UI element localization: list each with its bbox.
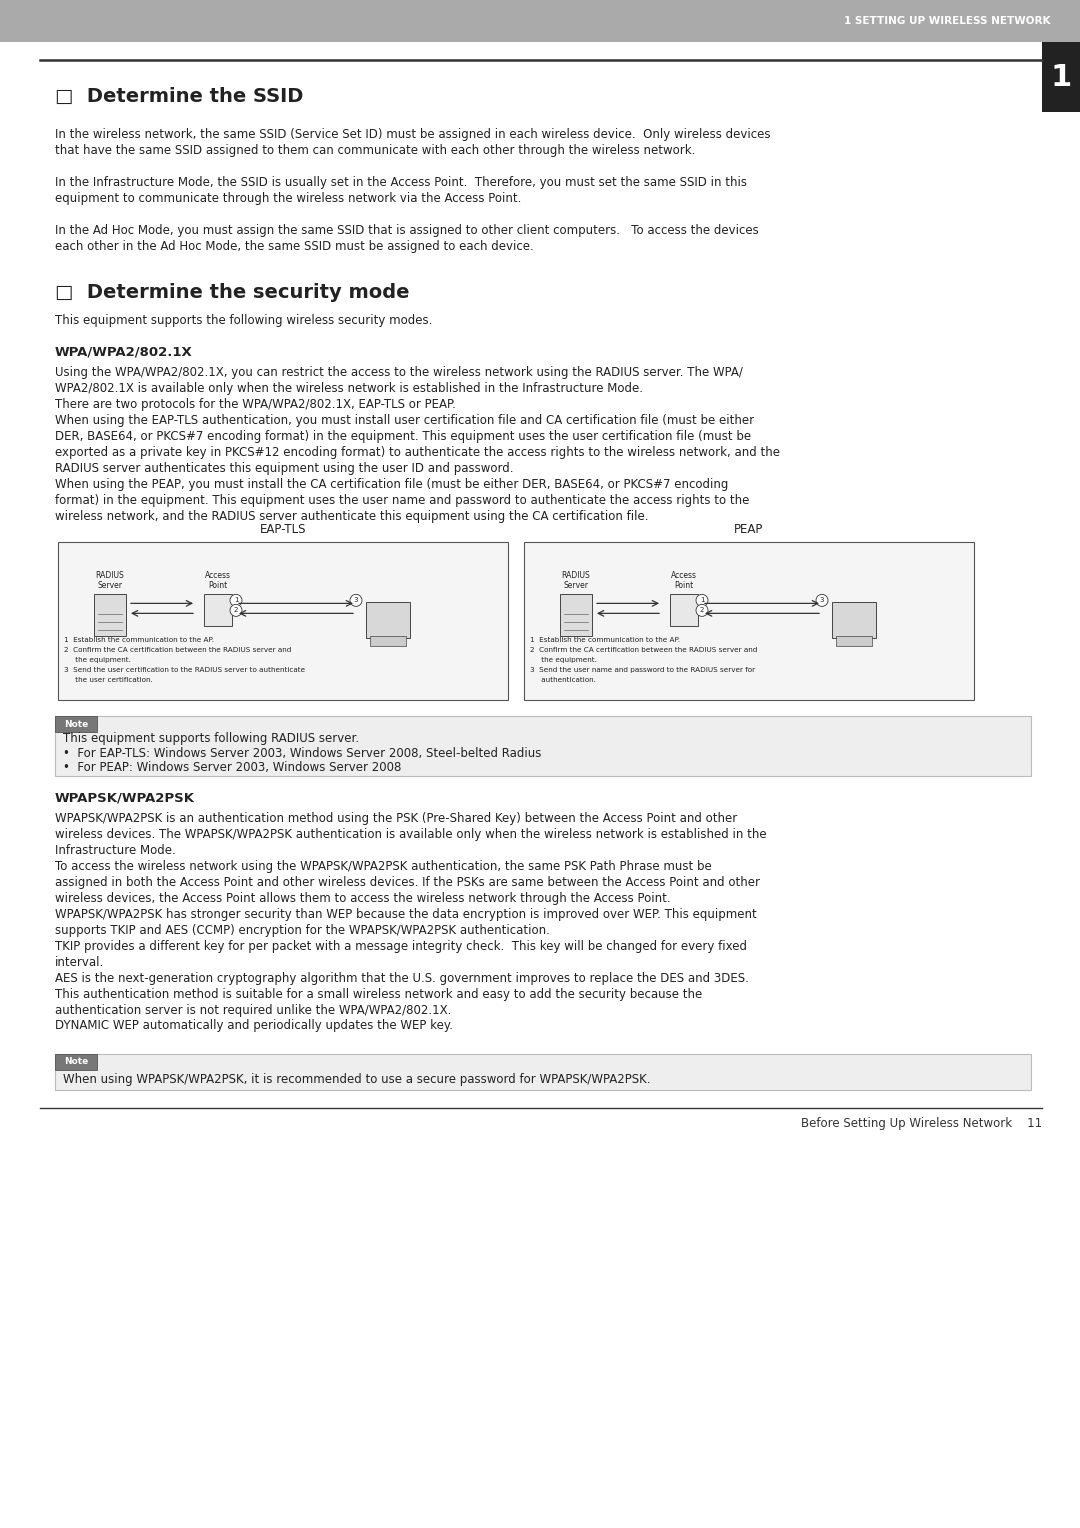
Text: 3: 3 xyxy=(820,597,824,604)
Text: AES is the next-generation cryptography algorithm that the U.S. government impro: AES is the next-generation cryptography … xyxy=(55,972,748,984)
Text: 2: 2 xyxy=(233,607,239,613)
Text: This equipment supports following RADIUS server.: This equipment supports following RADIUS… xyxy=(63,732,360,744)
Text: exported as a private key in PKCS#12 encoding format) to authenticate the access: exported as a private key in PKCS#12 enc… xyxy=(55,446,780,458)
Bar xyxy=(55,1054,97,1070)
Text: •  For EAP-TLS: Windows Server 2003, Windows Server 2008, Steel-belted Radius: • For EAP-TLS: Windows Server 2003, Wind… xyxy=(63,747,541,759)
Text: 3  Send the user name and password to the RADIUS server for: 3 Send the user name and password to the… xyxy=(530,666,755,672)
Text: There are two protocols for the WPA/WPA2/802.1X, EAP-TLS or PEAP.: There are two protocols for the WPA/WPA2… xyxy=(55,397,456,411)
Bar xyxy=(366,602,410,639)
Text: WPAPSK/WPA2PSK is an authentication method using the PSK (Pre-Shared Key) betwee: WPAPSK/WPA2PSK is an authentication meth… xyxy=(55,811,738,825)
Bar xyxy=(204,594,232,626)
Circle shape xyxy=(230,594,242,607)
Text: wireless network, and the RADIUS server authenticate this equipment using the CA: wireless network, and the RADIUS server … xyxy=(55,509,648,523)
Text: RADIUS
Server: RADIUS Server xyxy=(562,571,591,590)
Text: 3: 3 xyxy=(354,597,359,604)
Text: WPA2/802.1X is available only when the wireless network is established in the In: WPA2/802.1X is available only when the w… xyxy=(55,382,643,394)
Text: WPA/WPA2/802.1X: WPA/WPA2/802.1X xyxy=(55,345,192,359)
Circle shape xyxy=(696,594,708,607)
Text: wireless devices. The WPAPSK/WPA2PSK authentication is available only when the w: wireless devices. The WPAPSK/WPA2PSK aut… xyxy=(55,828,767,840)
Bar xyxy=(561,594,592,636)
Text: 1 SETTING UP WIRELESS NETWORK: 1 SETTING UP WIRELESS NETWORK xyxy=(843,15,1050,26)
Text: •  For PEAP: Windows Server 2003, Windows Server 2008: • For PEAP: Windows Server 2003, Windows… xyxy=(63,761,402,773)
Text: authentication server is not required unlike the WPA/WPA2/802.1X.: authentication server is not required un… xyxy=(55,1004,451,1016)
Text: EAP-TLS: EAP-TLS xyxy=(260,523,307,536)
Text: When using WPAPSK/WPA2PSK, it is recommended to use a secure password for WPAPSK: When using WPAPSK/WPA2PSK, it is recomme… xyxy=(63,1074,650,1086)
Bar xyxy=(836,636,872,646)
Text: WPAPSK/WPA2PSK: WPAPSK/WPA2PSK xyxy=(55,792,195,805)
Text: RADIUS
Server: RADIUS Server xyxy=(96,571,124,590)
Text: Access
Point: Access Point xyxy=(205,571,231,590)
Bar xyxy=(55,1054,1031,1089)
Text: assigned in both the Access Point and other wireless devices. If the PSKs are sa: assigned in both the Access Point and ot… xyxy=(55,876,760,888)
Text: that have the same SSID assigned to them can communicate with each other through: that have the same SSID assigned to them… xyxy=(55,144,696,156)
Text: the user certification.: the user certification. xyxy=(64,677,152,683)
Text: 2  Confirm the CA certification between the RADIUS server and: 2 Confirm the CA certification between t… xyxy=(530,646,757,652)
Text: 2: 2 xyxy=(700,607,704,613)
Circle shape xyxy=(816,594,828,607)
Text: Note: Note xyxy=(64,720,89,729)
Text: interval.: interval. xyxy=(55,955,105,969)
Text: □  Determine the security mode: □ Determine the security mode xyxy=(55,283,409,301)
Bar xyxy=(832,602,876,639)
Bar xyxy=(0,0,1080,41)
Circle shape xyxy=(350,594,362,607)
Text: WPAPSK/WPA2PSK has stronger security than WEP because the data encryption is imp: WPAPSK/WPA2PSK has stronger security tha… xyxy=(55,908,757,920)
Bar xyxy=(94,594,126,636)
Text: Using the WPA/WPA2/802.1X, you can restrict the access to the wireless network u: Using the WPA/WPA2/802.1X, you can restr… xyxy=(55,365,743,379)
Text: format) in the equipment. This equipment uses the user name and password to auth: format) in the equipment. This equipment… xyxy=(55,494,750,506)
Text: Infrastructure Mode.: Infrastructure Mode. xyxy=(55,843,176,857)
Bar xyxy=(55,717,97,732)
Text: TKIP provides a different key for per packet with a message integrity check.  Th: TKIP provides a different key for per pa… xyxy=(55,940,747,952)
Text: supports TKIP and AES (CCMP) encryption for the WPAPSK/WPA2PSK authentication.: supports TKIP and AES (CCMP) encryption … xyxy=(55,923,550,937)
Text: When using the PEAP, you must install the CA certification file (must be either : When using the PEAP, you must install th… xyxy=(55,478,728,490)
Text: 1: 1 xyxy=(233,597,239,604)
Text: In the Infrastructure Mode, the SSID is usually set in the Access Point.  Theref: In the Infrastructure Mode, the SSID is … xyxy=(55,176,747,188)
Text: 3  Send the user certification to the RADIUS server to authenticate: 3 Send the user certification to the RAD… xyxy=(64,666,306,672)
Text: Access
Point: Access Point xyxy=(671,571,697,590)
Circle shape xyxy=(230,605,242,616)
Text: PEAP: PEAP xyxy=(734,523,764,536)
Text: DYNAMIC WEP automatically and periodically updates the WEP key.: DYNAMIC WEP automatically and periodical… xyxy=(55,1019,453,1033)
Text: In the wireless network, the same SSID (Service Set ID) must be assigned in each: In the wireless network, the same SSID (… xyxy=(55,127,770,141)
Text: the equipment.: the equipment. xyxy=(530,657,597,663)
Text: 2  Confirm the CA certification between the RADIUS server and: 2 Confirm the CA certification between t… xyxy=(64,646,292,652)
Bar xyxy=(1042,41,1080,112)
Text: 1  Establish the communication to the AP.: 1 Establish the communication to the AP. xyxy=(64,637,214,643)
Text: When using the EAP-TLS authentication, you must install user certification file : When using the EAP-TLS authentication, y… xyxy=(55,414,754,426)
Circle shape xyxy=(696,605,708,616)
Text: 1: 1 xyxy=(700,597,704,604)
Text: each other in the Ad Hoc Mode, the same SSID must be assigned to each device.: each other in the Ad Hoc Mode, the same … xyxy=(55,240,534,252)
Text: 1: 1 xyxy=(1051,63,1071,92)
Text: equipment to communicate through the wireless network via the Access Point.: equipment to communicate through the wir… xyxy=(55,191,522,205)
Text: □  Determine the SSID: □ Determine the SSID xyxy=(55,87,303,105)
Text: DER, BASE64, or PKCS#7 encoding format) in the equipment. This equipment uses th: DER, BASE64, or PKCS#7 encoding format) … xyxy=(55,429,751,443)
Bar xyxy=(670,594,698,626)
Text: This equipment supports the following wireless security modes.: This equipment supports the following wi… xyxy=(55,313,432,327)
Text: authentication.: authentication. xyxy=(530,677,596,683)
Text: This authentication method is suitable for a small wireless network and easy to : This authentication method is suitable f… xyxy=(55,987,702,1001)
Text: Note: Note xyxy=(64,1057,89,1067)
Bar xyxy=(58,542,508,700)
Text: RADIUS server authenticates this equipment using the user ID and password.: RADIUS server authenticates this equipme… xyxy=(55,461,513,475)
Text: To access the wireless network using the WPAPSK/WPA2PSK authentication, the same: To access the wireless network using the… xyxy=(55,859,712,872)
Text: wireless devices, the Access Point allows them to access the wireless network th: wireless devices, the Access Point allow… xyxy=(55,891,671,905)
Bar xyxy=(55,717,1031,776)
Bar xyxy=(370,636,406,646)
Text: Before Setting Up Wireless Network    11: Before Setting Up Wireless Network 11 xyxy=(801,1117,1042,1131)
Text: 1  Establish the communication to the AP.: 1 Establish the communication to the AP. xyxy=(530,637,680,643)
Text: In the Ad Hoc Mode, you must assign the same SSID that is assigned to other clie: In the Ad Hoc Mode, you must assign the … xyxy=(55,223,759,237)
Bar xyxy=(524,542,974,700)
Text: the equipment.: the equipment. xyxy=(64,657,131,663)
